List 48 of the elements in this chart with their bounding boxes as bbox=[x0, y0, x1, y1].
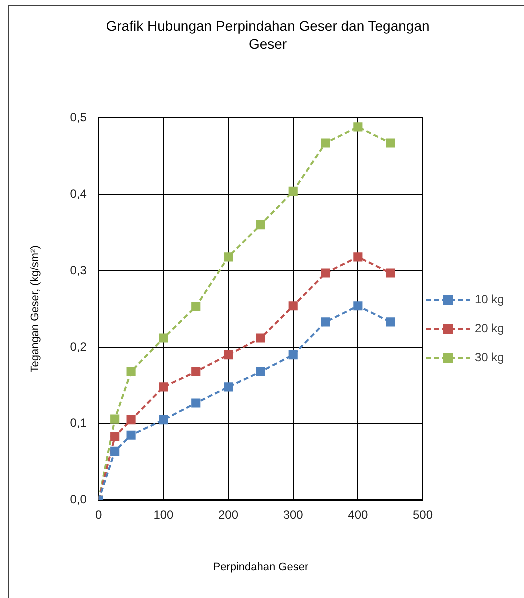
legend-label: 10 kg bbox=[475, 292, 504, 307]
x-tick-label: 0 bbox=[96, 508, 103, 522]
point bbox=[256, 367, 266, 376]
point bbox=[224, 252, 234, 262]
point bbox=[159, 334, 168, 343]
y-tick-label: 0,0 bbox=[70, 492, 88, 507]
point bbox=[354, 302, 363, 311]
point bbox=[110, 432, 120, 442]
y-tick-label: 0,5 bbox=[70, 110, 88, 124]
point bbox=[224, 350, 234, 360]
point bbox=[256, 220, 266, 230]
legend-label: 20 kg bbox=[475, 322, 504, 336]
x-tick-label: 100 bbox=[154, 508, 174, 522]
point bbox=[126, 430, 136, 440]
x-tick-label: 300 bbox=[283, 508, 304, 522]
point bbox=[126, 367, 136, 376]
x-tick-label: 400 bbox=[348, 508, 369, 522]
point bbox=[256, 334, 266, 343]
x-tick-label: 500 bbox=[412, 508, 434, 522]
point bbox=[321, 318, 330, 327]
point bbox=[288, 350, 298, 360]
y-tick-label: 0,2 bbox=[70, 340, 88, 354]
x-tick-label: 200 bbox=[218, 508, 239, 522]
legend-label: 30 kg bbox=[475, 350, 504, 365]
point bbox=[386, 138, 396, 148]
point bbox=[288, 302, 298, 311]
point bbox=[354, 252, 363, 262]
point bbox=[354, 122, 363, 132]
y-tick-label: 0,3 bbox=[70, 263, 88, 278]
point bbox=[159, 382, 168, 392]
y-tick-label: 0,1 bbox=[70, 416, 88, 430]
point bbox=[159, 416, 168, 425]
point bbox=[321, 268, 330, 278]
point bbox=[386, 318, 396, 327]
point bbox=[110, 446, 120, 456]
point bbox=[110, 414, 120, 424]
point bbox=[321, 138, 330, 148]
point bbox=[192, 398, 201, 408]
point bbox=[192, 367, 201, 376]
point bbox=[386, 268, 396, 278]
y-axis-title: Tegangan Geser, (kg/sm²) bbox=[30, 246, 42, 373]
x-axis-title: Perpindahan Geser bbox=[213, 561, 309, 574]
point bbox=[126, 416, 136, 425]
point bbox=[288, 186, 298, 196]
point bbox=[224, 382, 234, 392]
chart-title: Grafik Hubungan Perpindahan Geser dan Tegangan Geser bbox=[106, 18, 430, 52]
point bbox=[192, 302, 201, 312]
y-tick-label: 0,4 bbox=[70, 186, 88, 201]
